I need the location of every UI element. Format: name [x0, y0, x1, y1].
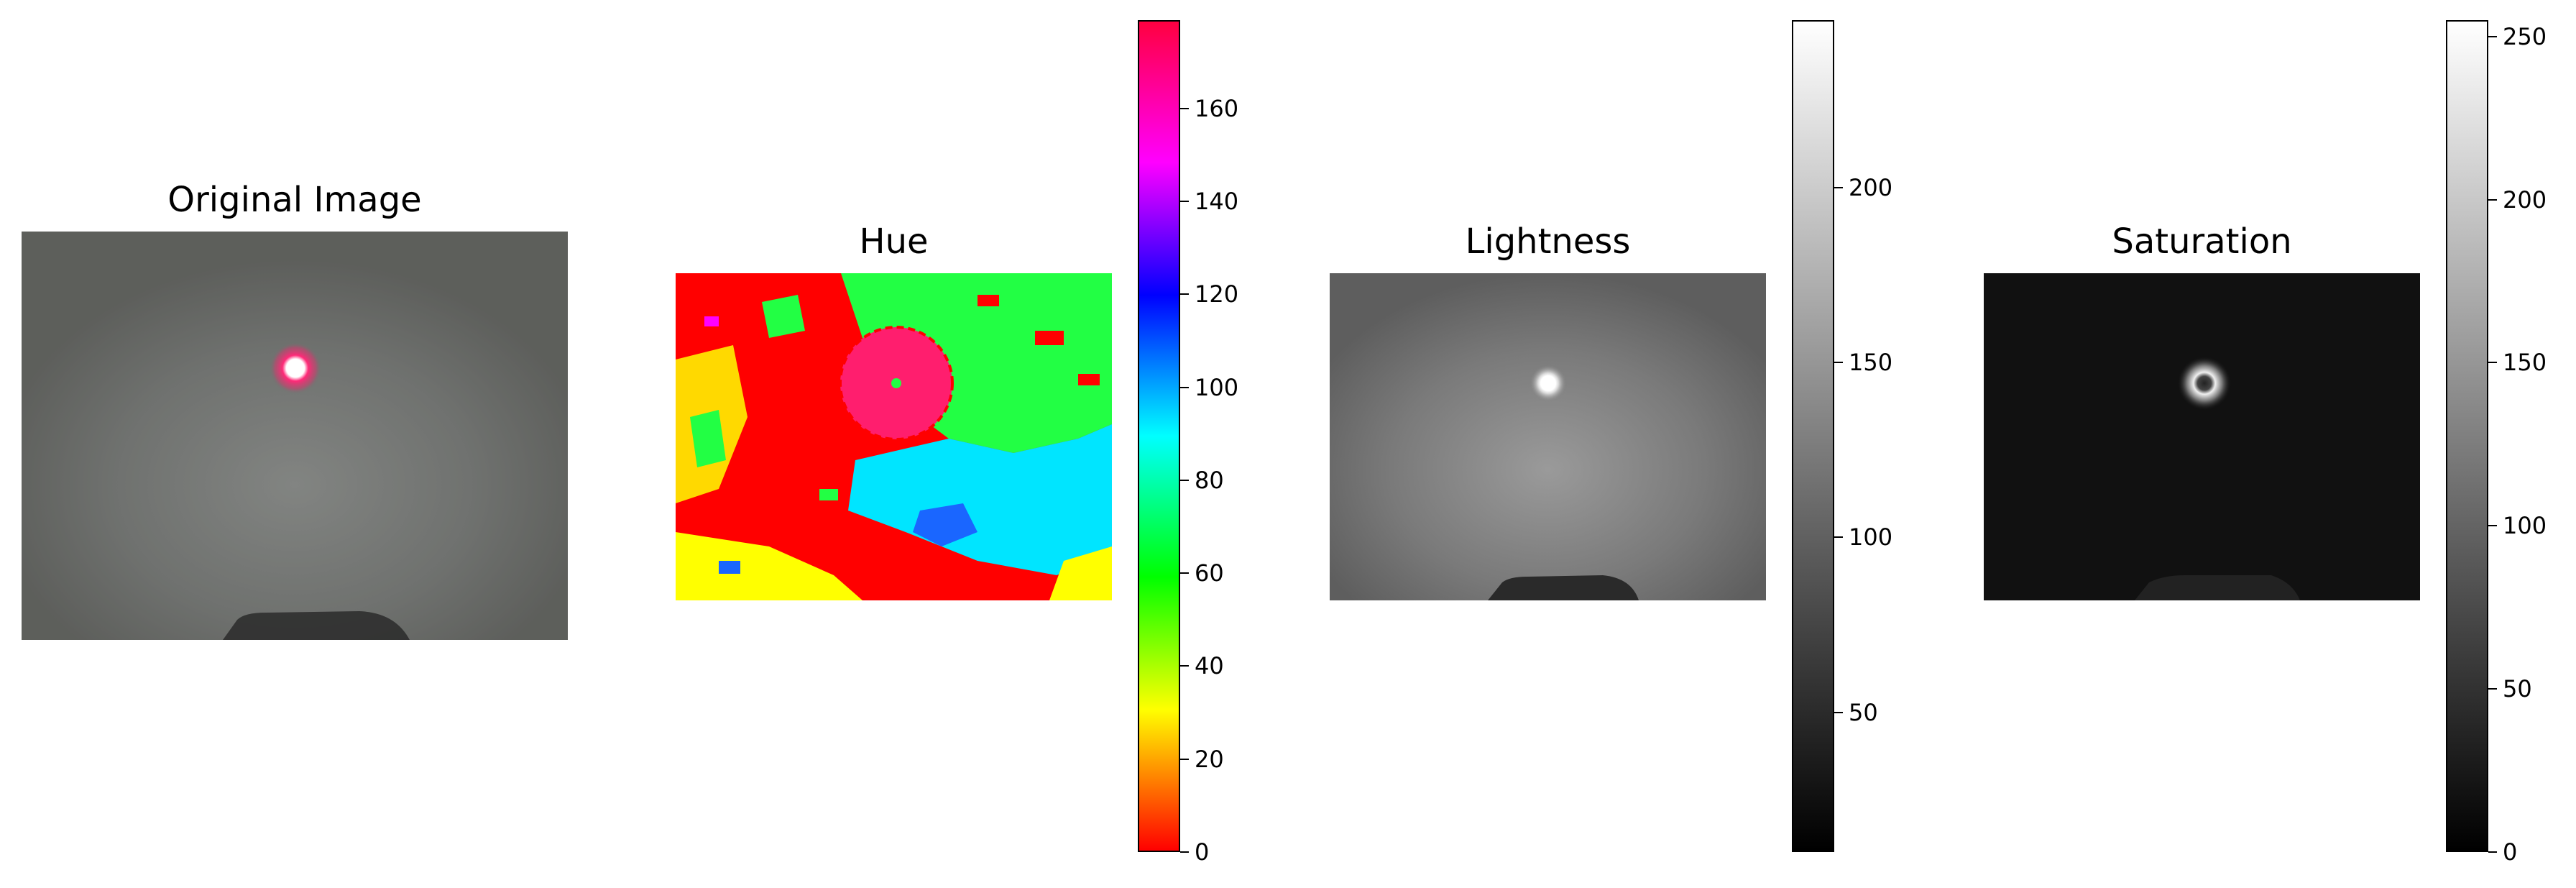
hue-colorbar — [1138, 20, 1180, 852]
hue-tick-mark — [1180, 851, 1189, 853]
hue-tick-label: 60 — [1195, 559, 1224, 587]
laser-dot-lightness — [1530, 365, 1567, 402]
saturation-tick-mark — [2488, 851, 2497, 853]
saturation-colorbar — [2446, 20, 2488, 852]
lightness-tick-mark — [1834, 362, 1843, 363]
saturation-tick-label: 150 — [2503, 349, 2547, 376]
saturation-tick-mark — [2488, 525, 2497, 526]
saturation-tick-mark — [2488, 36, 2497, 37]
hue-tick-mark — [1180, 201, 1189, 202]
lightness-tick-label: 200 — [1849, 174, 1892, 201]
hue-tick-mark — [1180, 387, 1189, 388]
saturation-tick-mark — [2488, 362, 2497, 363]
saturation-tick-label: 50 — [2503, 675, 2532, 702]
saturation-tick-label: 250 — [2503, 23, 2547, 50]
saturation-tick-label: 100 — [2503, 512, 2547, 539]
laser-dot-original — [270, 342, 321, 394]
hue-tick-label: 160 — [1195, 95, 1238, 122]
lightness-title: Lightness — [1330, 221, 1766, 262]
lightness-tick-label: 100 — [1849, 523, 1892, 551]
saturation-tick-mark — [2488, 688, 2497, 690]
hue-tick-label: 0 — [1195, 838, 1209, 866]
hue-tick-mark — [1180, 665, 1189, 667]
hue-tick-label: 80 — [1195, 467, 1224, 494]
lightness-tick-mark — [1834, 712, 1843, 713]
hue-tick-mark — [1180, 480, 1189, 481]
hue-tick-label: 120 — [1195, 280, 1238, 308]
saturation-tick-mark — [2488, 199, 2497, 201]
lightness-image — [1330, 273, 1766, 600]
hue-tick-label: 100 — [1195, 374, 1238, 401]
original-image-title: Original Image — [22, 180, 568, 220]
lightness-tick-label: 50 — [1849, 699, 1878, 726]
hue-tick-label: 40 — [1195, 652, 1224, 679]
saturation-tick-label: 200 — [2503, 186, 2547, 214]
hue-image — [676, 273, 1112, 600]
saturation-title: Saturation — [1984, 221, 2420, 262]
lightness-colorbar — [1792, 20, 1834, 852]
hue-tick-mark — [1180, 108, 1189, 109]
hue-tick-label: 140 — [1195, 188, 1238, 215]
hue-title: Hue — [676, 221, 1112, 262]
hue-tick-mark — [1180, 293, 1189, 295]
original-image — [22, 232, 568, 640]
lightness-tick-label: 150 — [1849, 349, 1892, 376]
hue-tick-label: 20 — [1195, 746, 1224, 773]
lightness-tick-mark — [1834, 187, 1843, 188]
saturation-image — [1984, 273, 2420, 600]
lightness-tick-mark — [1834, 536, 1843, 538]
hue-tick-mark — [1180, 759, 1189, 760]
laser-dot-saturation — [2177, 356, 2232, 411]
saturation-tick-label: 0 — [2503, 838, 2517, 866]
hue-tick-mark — [1180, 572, 1189, 574]
